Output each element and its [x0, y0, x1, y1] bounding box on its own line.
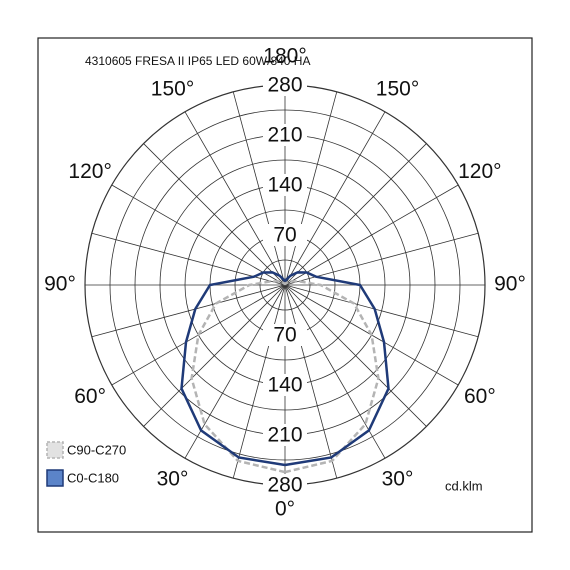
curve-left: [180, 271, 286, 467]
grid-spoke: [232, 91, 286, 286]
tick-label-bg: [263, 74, 307, 96]
grid-spoke: [284, 111, 386, 286]
legend-swatch: [46, 441, 64, 459]
r-tick-label: 280: [267, 74, 302, 97]
legend-label: C90-C270: [67, 442, 126, 457]
grid-spoke: [284, 184, 459, 286]
tick-label-bg: [263, 124, 307, 146]
angle-label: 60°: [74, 385, 106, 408]
angle-label: 90°: [494, 273, 526, 296]
grid-spoke: [284, 143, 427, 286]
r-tick-label: 140: [267, 374, 302, 397]
chart-title: 4310605 FRESA II IP65 LED 60W/840 HA: [85, 54, 310, 68]
r-tick-label: 70: [273, 324, 296, 347]
grid-spoke: [91, 284, 286, 338]
r-tick-label: 210: [267, 124, 302, 147]
tick-label-bg: [263, 424, 307, 446]
angle-label: 30°: [157, 467, 189, 490]
angle-label: 0°: [275, 498, 295, 521]
grid-spoke: [111, 184, 286, 286]
grid-spoke: [284, 91, 338, 286]
grid-spoke: [284, 284, 338, 479]
angle-label: 90°: [44, 273, 76, 296]
curve-right: [284, 271, 390, 467]
grid-spoke: [184, 111, 286, 286]
angle-label: 180°: [263, 45, 306, 68]
tick-label-bg: [263, 324, 307, 346]
tick-label-bg: [263, 474, 307, 496]
tick-label-bg: [263, 174, 307, 196]
legend-swatch: [46, 469, 64, 487]
angle-label: 120°: [458, 160, 501, 183]
grid-spoke: [143, 284, 286, 427]
angle-label: 120°: [68, 160, 111, 183]
unit-label: cd.klm: [445, 478, 483, 493]
r-tick-label: 210: [267, 424, 302, 447]
grid-spoke: [284, 284, 479, 338]
angle-label: 150°: [151, 78, 194, 101]
angle-label: 30°: [382, 467, 414, 490]
tick-label-bg: [263, 224, 307, 246]
curve-right: [283, 280, 380, 474]
angle-label: 60°: [464, 385, 496, 408]
grid-spoke: [143, 143, 286, 286]
curve-left: [190, 280, 287, 474]
grid-spoke: [232, 284, 286, 479]
r-tick-label: 280: [267, 474, 302, 497]
angle-label: 150°: [376, 78, 419, 101]
grid-spoke: [284, 284, 427, 427]
r-tick-label: 70: [273, 224, 296, 247]
tick-label-bg: [263, 374, 307, 396]
legend-label: C0-C180: [67, 470, 119, 485]
r-tick-label: 140: [267, 174, 302, 197]
